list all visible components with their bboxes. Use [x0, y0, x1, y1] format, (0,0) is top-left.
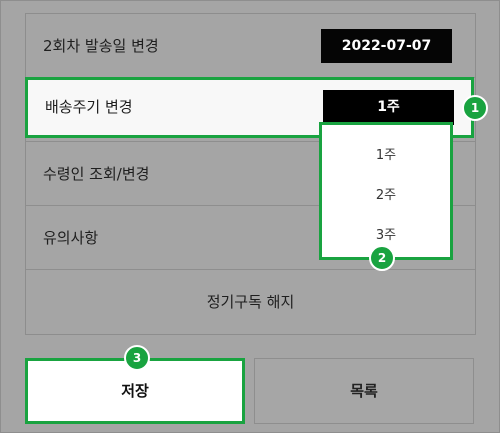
frequency-dropdown: 1주 2주 3주: [319, 122, 453, 260]
frequency-row-base: [26, 78, 475, 142]
change-date-row[interactable]: 2회차 발송일 변경 2022-07-07: [26, 14, 475, 78]
frequency-select-button[interactable]: 1주: [323, 90, 454, 125]
step-badge-2: 2: [369, 245, 395, 271]
frequency-option-2[interactable]: 2주: [375, 188, 397, 203]
cancel-subscription-row[interactable]: 정기구독 해지: [26, 270, 475, 334]
recipient-label: 수령인 조회/변경: [43, 165, 150, 183]
frequency-row[interactable]: 배송주기 변경 1주: [25, 77, 474, 138]
step-badge-3: 3: [124, 345, 150, 371]
frequency-option-3[interactable]: 3주: [375, 228, 397, 243]
cancel-subscription-label: 정기구독 해지: [206, 293, 295, 311]
frequency-option-1[interactable]: 1주: [375, 148, 397, 163]
notice-row[interactable]: 유의사항: [26, 206, 475, 270]
notice-label: 유의사항: [43, 229, 99, 247]
frequency-label: 배송주기 변경: [45, 98, 133, 116]
change-date-button[interactable]: 2022-07-07: [321, 29, 452, 63]
change-date-label: 2회차 발송일 변경: [43, 37, 159, 55]
step-badge-1: 1: [462, 95, 488, 121]
recipient-row[interactable]: 수령인 조회/변경: [26, 142, 475, 206]
list-button[interactable]: 목록: [254, 358, 474, 424]
